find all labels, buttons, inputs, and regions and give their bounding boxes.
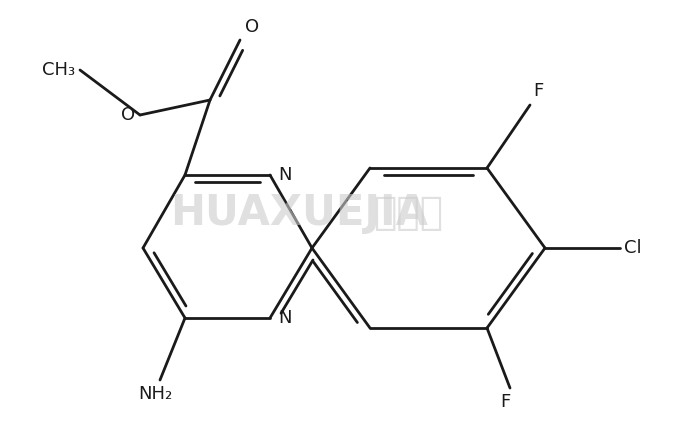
- Text: N: N: [278, 166, 292, 184]
- Text: NH₂: NH₂: [138, 385, 172, 403]
- Text: HUAXUEJIA: HUAXUEJIA: [170, 192, 428, 234]
- Text: O: O: [121, 106, 135, 124]
- Text: F: F: [500, 393, 510, 411]
- Text: F: F: [533, 82, 543, 100]
- Text: CH₃: CH₃: [42, 61, 75, 79]
- Text: O: O: [245, 18, 259, 36]
- Text: Cl: Cl: [624, 239, 642, 257]
- Text: 化学加: 化学加: [373, 194, 443, 232]
- Text: N: N: [278, 309, 292, 327]
